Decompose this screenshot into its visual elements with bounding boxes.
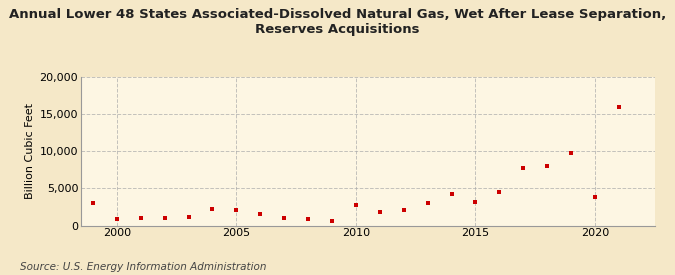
- Point: [614, 104, 624, 109]
- Point: [136, 216, 146, 220]
- Point: [446, 191, 457, 196]
- Point: [88, 201, 99, 205]
- Point: [589, 194, 600, 199]
- Point: [279, 216, 290, 220]
- Point: [159, 216, 170, 220]
- Point: [302, 217, 313, 221]
- Point: [375, 210, 385, 214]
- Point: [423, 201, 433, 205]
- Point: [542, 164, 553, 168]
- Point: [327, 219, 338, 223]
- Point: [470, 200, 481, 204]
- Point: [494, 190, 505, 194]
- Point: [231, 208, 242, 213]
- Point: [398, 208, 409, 212]
- Text: Source: U.S. Energy Information Administration: Source: U.S. Energy Information Administ…: [20, 262, 267, 272]
- Point: [207, 207, 218, 211]
- Point: [255, 212, 266, 217]
- Point: [566, 150, 576, 155]
- Point: [350, 203, 361, 208]
- Y-axis label: Billion Cubic Feet: Billion Cubic Feet: [26, 103, 35, 199]
- Point: [518, 166, 529, 170]
- Point: [183, 215, 194, 219]
- Text: Annual Lower 48 States Associated-Dissolved Natural Gas, Wet After Lease Separat: Annual Lower 48 States Associated-Dissol…: [9, 8, 666, 36]
- Point: [111, 217, 122, 221]
